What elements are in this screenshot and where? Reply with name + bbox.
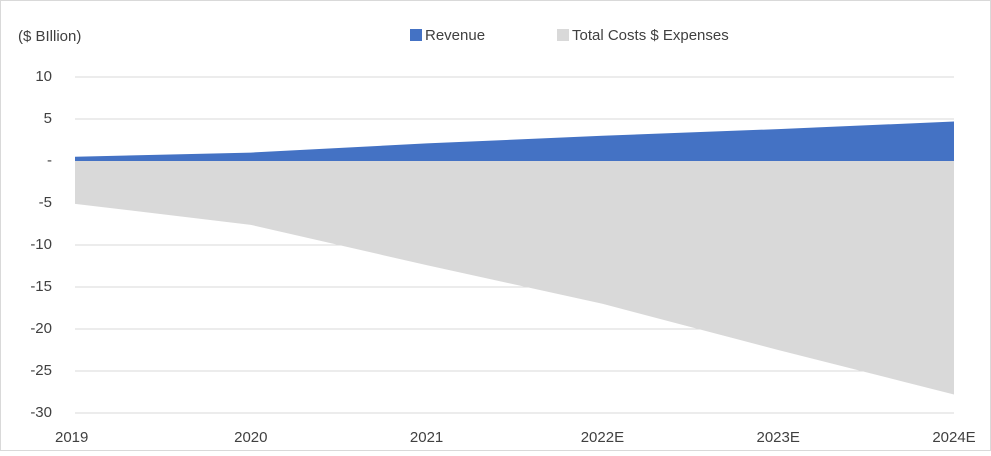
x-tick-label: 2023E — [757, 429, 800, 446]
x-tick-label: 2022E — [581, 429, 624, 446]
y-tick-label: -15 — [30, 278, 52, 295]
legend-swatch — [557, 29, 569, 41]
y-tick-label: - — [47, 152, 52, 169]
y-tick-label: -5 — [39, 194, 52, 211]
area — [75, 161, 954, 395]
y-tick-label: 10 — [35, 68, 52, 85]
chart-title: ($ BIllion) — [18, 28, 81, 45]
legend-label: Total Costs $ Expenses — [572, 27, 729, 44]
legend-label: Revenue — [425, 27, 485, 44]
x-tick-label: 2024E — [932, 429, 975, 446]
x-tick-label: 2019 — [55, 429, 88, 446]
x-tick-label: 2020 — [234, 429, 267, 446]
y-tick-label: -10 — [30, 236, 52, 253]
legend-swatch — [410, 29, 422, 41]
area — [75, 121, 954, 161]
y-tick-label: -20 — [30, 320, 52, 337]
y-tick-label: -30 — [30, 404, 52, 421]
y-tick-label: -25 — [30, 362, 52, 379]
y-tick-label: 5 — [44, 110, 52, 127]
x-tick-label: 2021 — [410, 429, 443, 446]
